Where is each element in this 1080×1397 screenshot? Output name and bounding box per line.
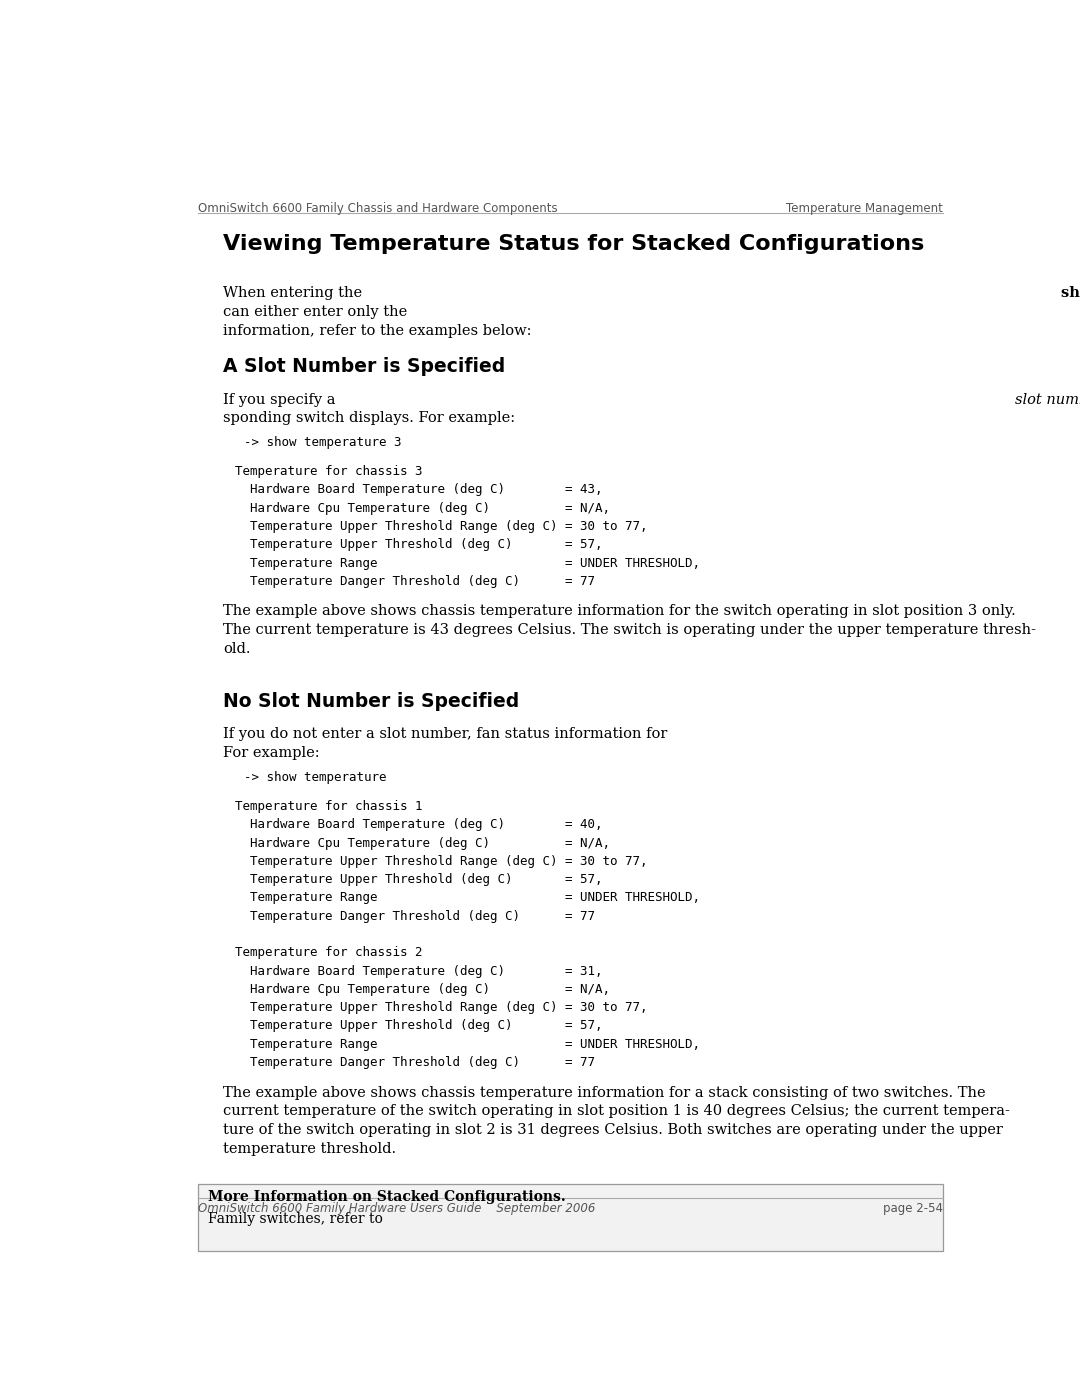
Text: Temperature Upper Threshold (deg C)       = 57,: Temperature Upper Threshold (deg C) = 57… [235, 538, 603, 552]
Text: can either enter only the: can either enter only the [222, 305, 411, 319]
Text: Temperature for chassis 2: Temperature for chassis 2 [235, 946, 423, 960]
Text: Temperature Upper Threshold Range (deg C) = 30 to 77,: Temperature Upper Threshold Range (deg C… [235, 520, 648, 532]
Text: Temperature Range                         = UNDER THRESHOLD,: Temperature Range = UNDER THRESHOLD, [235, 556, 701, 570]
Text: current temperature of the switch operating in slot position 1 is 40 degrees Cel: current temperature of the switch operat… [222, 1105, 1010, 1119]
Text: Temperature Upper Threshold (deg C)       = 57,: Temperature Upper Threshold (deg C) = 57… [235, 873, 603, 886]
Text: Temperature Upper Threshold Range (deg C) = 30 to 77,: Temperature Upper Threshold Range (deg C… [235, 855, 648, 868]
Text: Hardware Cpu Temperature (deg C)          = N/A,: Hardware Cpu Temperature (deg C) = N/A, [235, 837, 610, 849]
Text: If you specify a: If you specify a [222, 393, 340, 407]
Text: Temperature Upper Threshold (deg C)       = 57,: Temperature Upper Threshold (deg C) = 57… [235, 1020, 603, 1032]
Text: When entering the: When entering the [222, 286, 366, 300]
Text: More Information on Stacked Configurations.: More Information on Stacked Configuratio… [207, 1190, 566, 1204]
Text: Hardware Board Temperature (deg C)        = 40,: Hardware Board Temperature (deg C) = 40, [235, 819, 603, 831]
Text: The example above shows chassis temperature information for a stack consisting o: The example above shows chassis temperat… [222, 1085, 986, 1099]
Text: Hardware Board Temperature (deg C)        = 31,: Hardware Board Temperature (deg C) = 31, [235, 964, 603, 978]
FancyBboxPatch shape [198, 1183, 943, 1252]
Text: Temperature Management: Temperature Management [786, 203, 943, 215]
Text: show temperature: show temperature [1062, 286, 1080, 300]
Text: slot number: slot number [1015, 393, 1080, 407]
Text: The example above shows chassis temperature information for the switch operating: The example above shows chassis temperat… [222, 605, 1015, 619]
Text: For example:: For example: [222, 746, 320, 760]
Text: Hardware Board Temperature (deg C)        = 43,: Hardware Board Temperature (deg C) = 43, [235, 483, 603, 496]
Text: OmniSwitch 6600 Family Hardware Users Guide    September 2006: OmniSwitch 6600 Family Hardware Users Gu… [198, 1203, 595, 1215]
Text: -> show temperature: -> show temperature [244, 771, 387, 784]
Text: Hardware Cpu Temperature (deg C)          = N/A,: Hardware Cpu Temperature (deg C) = N/A, [235, 983, 610, 996]
Text: If you do not enter a slot number, fan status information for: If you do not enter a slot number, fan s… [222, 728, 672, 742]
Text: sponding switch displays. For example:: sponding switch displays. For example: [222, 411, 515, 425]
Text: -> show temperature 3: -> show temperature 3 [244, 436, 402, 448]
Text: Temperature Danger Threshold (deg C)      = 77: Temperature Danger Threshold (deg C) = 7… [235, 574, 595, 588]
Text: information, refer to the examples below:: information, refer to the examples below… [222, 324, 531, 338]
Text: OmniSwitch 6600 Family Chassis and Hardware Components: OmniSwitch 6600 Family Chassis and Hardw… [198, 203, 557, 215]
Text: Temperature Upper Threshold Range (deg C) = 30 to 77,: Temperature Upper Threshold Range (deg C… [235, 1002, 648, 1014]
Text: Viewing Temperature Status for Stacked Configurations: Viewing Temperature Status for Stacked C… [222, 235, 924, 254]
Text: Temperature Range                         = UNDER THRESHOLD,: Temperature Range = UNDER THRESHOLD, [235, 891, 701, 904]
Text: The current temperature is 43 degrees Celsius. The switch is operating under the: The current temperature is 43 degrees Ce… [222, 623, 1036, 637]
Text: Temperature Danger Threshold (deg C)      = 77: Temperature Danger Threshold (deg C) = 7… [235, 1056, 595, 1069]
Text: Temperature for chassis 3: Temperature for chassis 3 [235, 465, 423, 478]
Text: temperature threshold.: temperature threshold. [222, 1141, 396, 1155]
Text: ture of the switch operating in slot 2 is 31 degrees Celsius. Both switches are : ture of the switch operating in slot 2 i… [222, 1123, 1002, 1137]
Text: Hardware Cpu Temperature (deg C)          = N/A,: Hardware Cpu Temperature (deg C) = N/A, [235, 502, 610, 514]
Text: A Slot Number is Specified: A Slot Number is Specified [222, 356, 505, 376]
Text: Family switches, refer to: Family switches, refer to [207, 1211, 387, 1225]
Text: Temperature Danger Threshold (deg C)      = 77: Temperature Danger Threshold (deg C) = 7… [235, 909, 595, 922]
Text: old.: old. [222, 643, 251, 657]
Text: page 2-54: page 2-54 [882, 1203, 943, 1215]
Text: Temperature for chassis 1: Temperature for chassis 1 [235, 800, 423, 813]
Text: No Slot Number is Specified: No Slot Number is Specified [222, 692, 519, 711]
Text: Temperature Range                         = UNDER THRESHOLD,: Temperature Range = UNDER THRESHOLD, [235, 1038, 701, 1051]
